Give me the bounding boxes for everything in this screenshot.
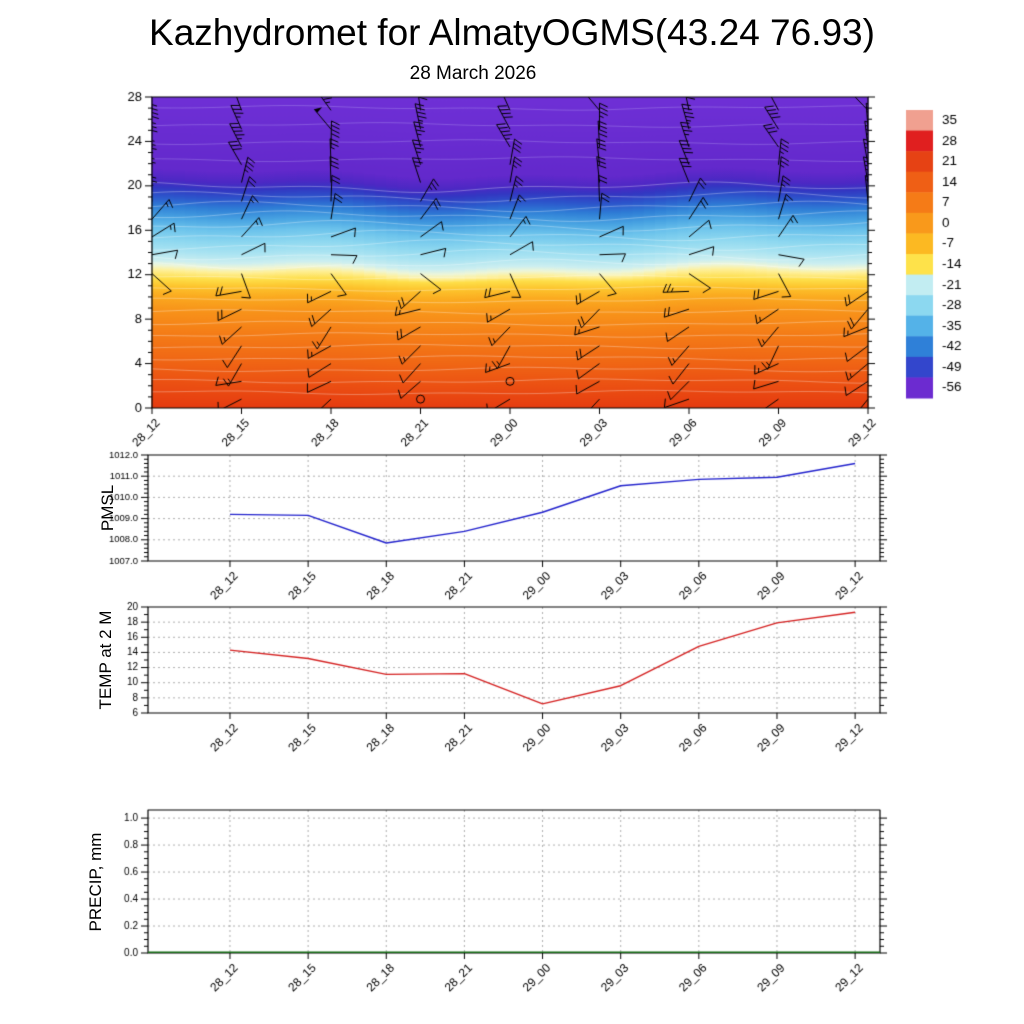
page-title: Kazhydromet for AlmatyOGMS(43.24 76.93): [149, 12, 875, 53]
temp-axis-label: TEMP at 2 M: [96, 610, 115, 710]
precip-axis-label: PRECIP, mm: [86, 832, 105, 932]
date-subtitle: 28 March 2026: [409, 63, 537, 84]
pmsl-axis-label: PMSL: [98, 484, 117, 532]
